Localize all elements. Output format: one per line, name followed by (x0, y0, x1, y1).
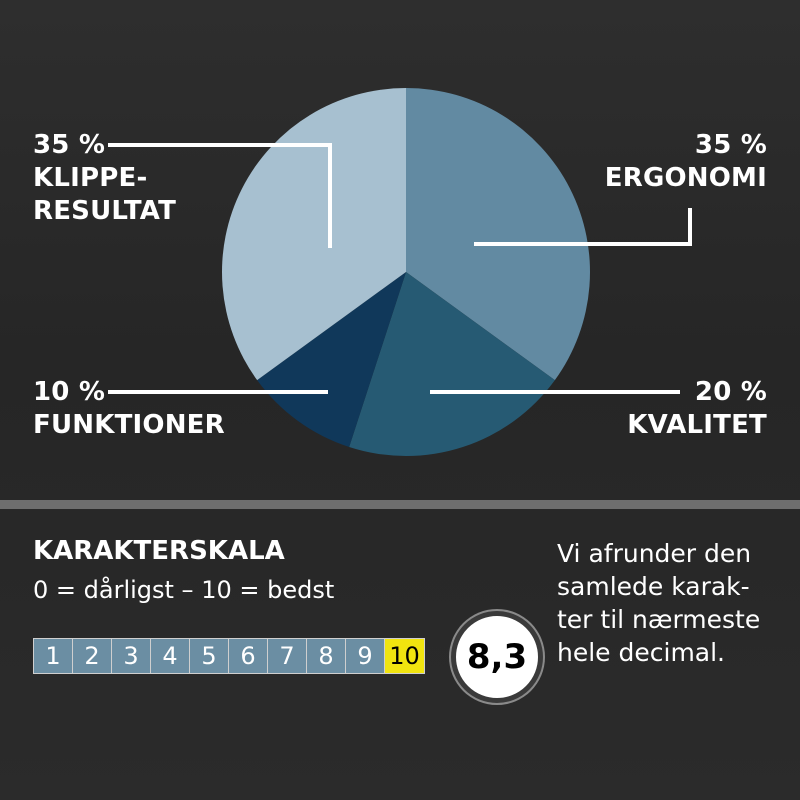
scale-subtitle: 0 = dårligst – 10 = bedst (33, 576, 335, 604)
leader-line-ergonomi (474, 208, 692, 246)
pie-chart (108, 88, 692, 456)
note-line: Vi afrunder den (557, 539, 752, 568)
note-line: ter til nærmeste (557, 605, 761, 634)
label-funktioner-name: FUNKTIONER (33, 410, 225, 440)
label-funktioner: 10 % FUNKTIONER (33, 376, 225, 442)
scale-step: 6 (229, 639, 268, 673)
score-badge: 8,3 (451, 611, 543, 703)
pie-slice-klipperesultat (222, 88, 406, 381)
label-klipperesultat-line2: RESULTAT (33, 196, 177, 226)
note-line: hele decimal. (557, 638, 726, 667)
label-kvalitet-name: KVALITET (627, 410, 767, 440)
scale-step: 4 (151, 639, 190, 673)
rounding-note: Vi afrunder den samlede karak- ter til n… (557, 537, 792, 669)
label-klipperesultat-line1: KLIPPE- (33, 163, 148, 193)
label-ergonomi: 35 % ERGONOMI (605, 129, 767, 195)
scale-step: 10 (385, 639, 424, 673)
note-line: samlede karak- (557, 572, 750, 601)
pie-slice-funktioner (257, 272, 406, 447)
scale-title: KARAKTERSKALA (33, 536, 285, 566)
leader-line-klipperesultat (108, 143, 332, 248)
label-ergonomi-name: ERGONOMI (604, 163, 767, 193)
scale-step: 1 (34, 639, 73, 673)
label-klipperesultat: 35 % KLIPPE- RESULTAT (33, 129, 176, 228)
pie-slice-ergonomi (406, 88, 590, 381)
label-klipperesultat-percent: 35 % (33, 130, 106, 160)
label-kvalitet: 20 % KVALITET (627, 376, 767, 442)
section-divider (0, 500, 800, 509)
label-ergonomi-percent: 35 % (694, 130, 767, 160)
scale-step: 9 (346, 639, 385, 673)
grade-scale-bar: 1 2 3 4 5 6 7 8 9 10 (33, 638, 425, 674)
label-kvalitet-percent: 20 % (694, 377, 767, 407)
scale-step: 8 (307, 639, 346, 673)
scale-step: 7 (268, 639, 307, 673)
scale-step: 3 (112, 639, 151, 673)
scale-step: 2 (73, 639, 112, 673)
scale-step: 5 (190, 639, 229, 673)
pie-slice-kvalitet (349, 272, 555, 456)
label-funktioner-percent: 10 % (33, 377, 106, 407)
